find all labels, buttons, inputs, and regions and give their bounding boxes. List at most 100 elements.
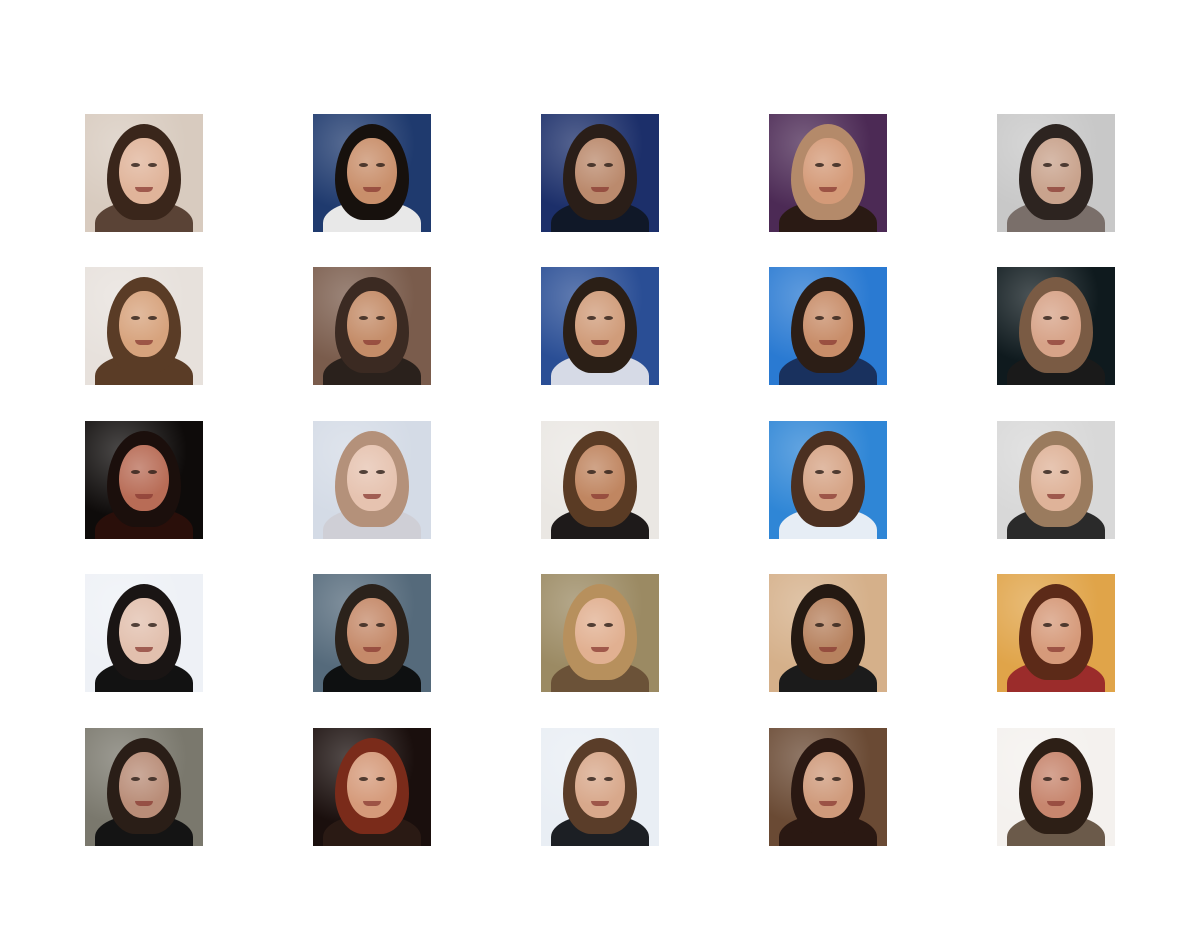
portrait-eye — [1043, 470, 1052, 474]
portrait-face — [1031, 752, 1081, 818]
portrait-face — [119, 752, 169, 818]
portrait-eye — [832, 316, 841, 320]
face-image-tile — [313, 421, 431, 539]
portrait-mouth — [819, 647, 837, 652]
portrait-eye — [587, 623, 596, 627]
portrait-eye — [1043, 316, 1052, 320]
portrait-face — [575, 138, 625, 204]
portrait-face — [1031, 138, 1081, 204]
portrait-eye — [815, 623, 824, 627]
portrait-face — [803, 445, 853, 511]
portrait-mouth — [819, 494, 837, 499]
portrait-mouth — [135, 801, 153, 806]
portrait-eye — [1043, 163, 1052, 167]
face-image-tile — [769, 421, 887, 539]
portrait-eye — [359, 470, 368, 474]
portrait-eye — [815, 163, 824, 167]
face-image-tile — [997, 728, 1115, 846]
portrait-eye — [815, 316, 824, 320]
portrait-eye — [376, 470, 385, 474]
portrait-face — [347, 445, 397, 511]
portrait-eye — [1060, 470, 1069, 474]
portrait-eye — [587, 777, 596, 781]
portrait-face — [1031, 445, 1081, 511]
portrait-eye — [148, 470, 157, 474]
portrait-eye — [148, 163, 157, 167]
portrait-face — [347, 598, 397, 664]
face-image-tile — [85, 267, 203, 385]
face-image-tile — [541, 574, 659, 692]
face-image-tile — [541, 267, 659, 385]
portrait-eye — [1043, 777, 1052, 781]
face-image-tile — [85, 114, 203, 232]
portrait-mouth — [591, 801, 609, 806]
portrait-face — [803, 291, 853, 357]
portrait-eye — [604, 623, 613, 627]
portrait-eye — [376, 163, 385, 167]
portrait-face — [803, 752, 853, 818]
portrait-mouth — [363, 340, 381, 345]
portrait-mouth — [1047, 187, 1065, 192]
portrait-face — [347, 291, 397, 357]
portrait-eye — [131, 316, 140, 320]
portrait-eye — [587, 163, 596, 167]
face-image-tile — [997, 421, 1115, 539]
portrait-eye — [832, 623, 841, 627]
portrait-eye — [376, 316, 385, 320]
portrait-face — [575, 291, 625, 357]
portrait-mouth — [591, 494, 609, 499]
portrait-eye — [359, 316, 368, 320]
portrait-eye — [587, 470, 596, 474]
face-image-tile — [313, 574, 431, 692]
face-image-tile — [85, 574, 203, 692]
portrait-eye — [359, 163, 368, 167]
portrait-eye — [604, 163, 613, 167]
portrait-eye — [832, 777, 841, 781]
portrait-mouth — [363, 494, 381, 499]
portrait-eye — [604, 470, 613, 474]
portrait-eye — [148, 623, 157, 627]
face-image-tile — [997, 574, 1115, 692]
face-image-tile — [997, 114, 1115, 232]
portrait-eye — [131, 623, 140, 627]
portrait-mouth — [1047, 647, 1065, 652]
face-image-tile — [313, 114, 431, 232]
portrait-eye — [832, 470, 841, 474]
portrait-face — [119, 598, 169, 664]
portrait-mouth — [1047, 494, 1065, 499]
portrait-eye — [1043, 623, 1052, 627]
portrait-face — [119, 138, 169, 204]
portrait-eye — [359, 623, 368, 627]
portrait-mouth — [1047, 801, 1065, 806]
portrait-eye — [1060, 623, 1069, 627]
portrait-eye — [131, 163, 140, 167]
portrait-eye — [148, 777, 157, 781]
portrait-mouth — [135, 340, 153, 345]
portrait-mouth — [135, 187, 153, 192]
portrait-face — [803, 598, 853, 664]
portrait-mouth — [591, 647, 609, 652]
face-image-tile — [769, 728, 887, 846]
portrait-eye — [604, 777, 613, 781]
portrait-eye — [832, 163, 841, 167]
portrait-mouth — [363, 187, 381, 192]
face-image-tile — [541, 114, 659, 232]
portrait-face — [119, 445, 169, 511]
face-image-tile — [769, 114, 887, 232]
portrait-mouth — [363, 647, 381, 652]
face-image-tile — [313, 267, 431, 385]
portrait-eye — [604, 316, 613, 320]
portrait-mouth — [819, 187, 837, 192]
face-image-tile — [313, 728, 431, 846]
portrait-eye — [587, 316, 596, 320]
portrait-mouth — [363, 801, 381, 806]
portrait-eye — [131, 777, 140, 781]
face-image-tile — [769, 574, 887, 692]
face-image-tile — [541, 421, 659, 539]
portrait-eye — [148, 316, 157, 320]
portrait-mouth — [819, 340, 837, 345]
portrait-face — [575, 445, 625, 511]
portrait-face — [347, 138, 397, 204]
portrait-eye — [815, 470, 824, 474]
